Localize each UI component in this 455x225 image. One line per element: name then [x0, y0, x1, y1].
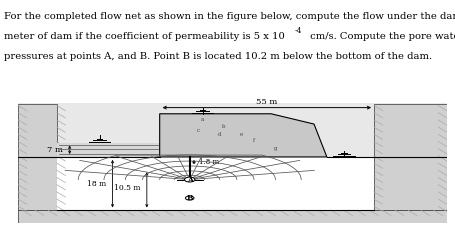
Text: meter of dam if the coefficient of permeability is 5 x 10: meter of dam if the coefficient of perme…	[4, 32, 284, 41]
Text: A: A	[187, 176, 192, 184]
Circle shape	[185, 196, 193, 200]
Text: 1.8 m: 1.8 m	[199, 158, 219, 166]
Text: d: d	[217, 132, 221, 137]
Bar	[57, 157, 373, 210]
Text: a: a	[200, 117, 204, 122]
Text: f: f	[253, 138, 254, 143]
Bar	[18, 104, 57, 210]
Text: 10.5 m: 10.5 m	[114, 184, 140, 192]
Text: pressures at points A, and B. Point B is located 10.2 m below the bottom of the : pressures at points A, and B. Point B is…	[4, 52, 431, 61]
Bar	[373, 104, 446, 210]
Text: c: c	[197, 128, 199, 133]
Text: B: B	[186, 194, 192, 202]
Text: 55 m: 55 m	[256, 98, 277, 106]
Text: For the completed flow net as shown in the figure below, compute the flow under : For the completed flow net as shown in t…	[4, 12, 455, 21]
Text: g: g	[273, 146, 277, 151]
Text: 18 m: 18 m	[86, 180, 106, 188]
Text: 7 m: 7 m	[47, 146, 63, 154]
Polygon shape	[159, 114, 326, 157]
Text: e: e	[239, 132, 242, 137]
Circle shape	[184, 177, 194, 182]
Text: -4: -4	[294, 27, 302, 35]
Text: cm/s. Compute the pore water: cm/s. Compute the pore water	[306, 32, 455, 41]
Text: b: b	[222, 124, 225, 129]
Bar	[18, 210, 446, 223]
Bar	[57, 143, 159, 157]
